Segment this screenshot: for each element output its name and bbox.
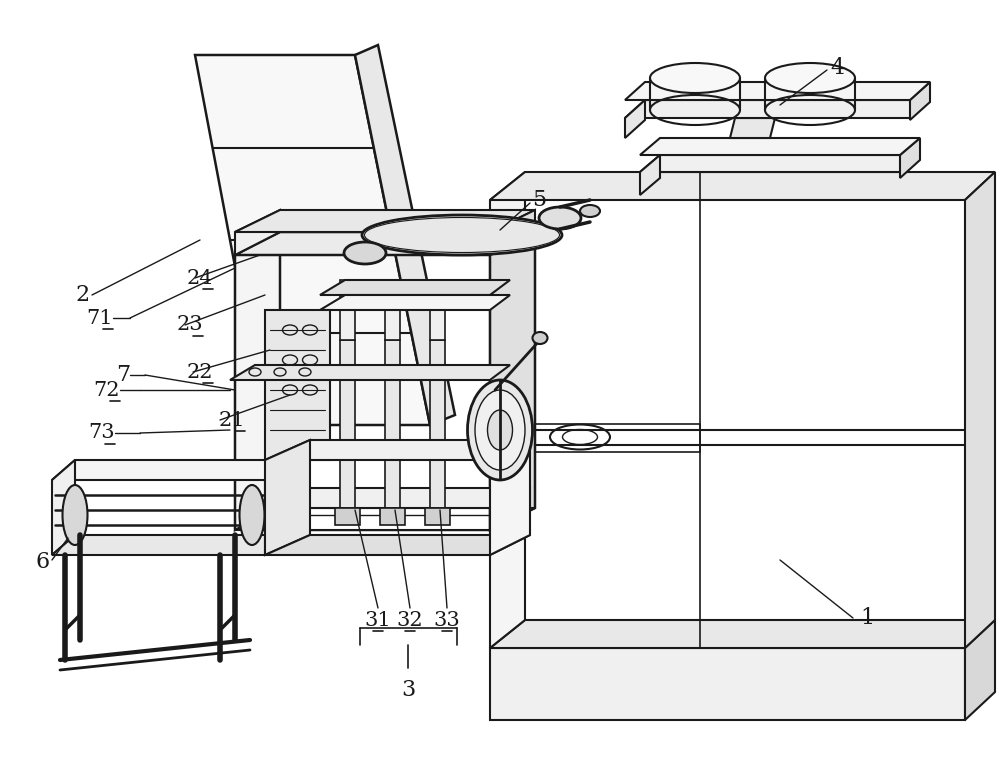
- Ellipse shape: [765, 63, 855, 93]
- Polygon shape: [380, 508, 405, 525]
- Polygon shape: [235, 232, 535, 255]
- Ellipse shape: [475, 390, 525, 470]
- Polygon shape: [320, 280, 510, 295]
- Ellipse shape: [344, 242, 386, 264]
- Polygon shape: [640, 155, 920, 172]
- Polygon shape: [625, 82, 930, 100]
- Polygon shape: [235, 210, 280, 255]
- Polygon shape: [265, 310, 330, 460]
- Polygon shape: [490, 210, 535, 255]
- Ellipse shape: [468, 380, 532, 480]
- Polygon shape: [235, 235, 280, 530]
- Text: 21: 21: [218, 411, 245, 429]
- Polygon shape: [965, 172, 995, 648]
- Polygon shape: [230, 365, 510, 380]
- Polygon shape: [490, 648, 965, 720]
- Polygon shape: [490, 440, 530, 555]
- Ellipse shape: [488, 410, 512, 450]
- Polygon shape: [385, 340, 400, 508]
- Ellipse shape: [532, 332, 548, 344]
- Polygon shape: [320, 295, 510, 310]
- Polygon shape: [430, 280, 445, 340]
- Ellipse shape: [362, 215, 562, 255]
- Ellipse shape: [580, 205, 600, 217]
- Text: 4: 4: [830, 57, 844, 79]
- Text: 32: 32: [397, 611, 423, 629]
- Polygon shape: [255, 488, 530, 508]
- Polygon shape: [625, 100, 930, 118]
- Polygon shape: [625, 100, 645, 138]
- Polygon shape: [490, 172, 995, 200]
- Polygon shape: [490, 488, 530, 530]
- Text: 5: 5: [532, 189, 546, 211]
- Ellipse shape: [62, 485, 88, 545]
- Text: 24: 24: [186, 269, 213, 287]
- Text: 33: 33: [434, 611, 460, 629]
- Polygon shape: [385, 280, 400, 340]
- Text: 22: 22: [186, 363, 213, 381]
- Text: 31: 31: [365, 611, 391, 629]
- Polygon shape: [52, 460, 75, 555]
- Ellipse shape: [539, 207, 581, 229]
- Text: 6: 6: [36, 551, 50, 573]
- Polygon shape: [340, 280, 355, 340]
- Polygon shape: [425, 508, 450, 525]
- Polygon shape: [335, 508, 360, 525]
- Text: 73: 73: [88, 424, 115, 442]
- Polygon shape: [255, 488, 295, 530]
- Polygon shape: [265, 535, 530, 555]
- Polygon shape: [910, 82, 930, 120]
- Polygon shape: [195, 55, 430, 425]
- Polygon shape: [265, 460, 290, 555]
- Polygon shape: [490, 620, 995, 648]
- Text: 7: 7: [116, 364, 130, 386]
- Polygon shape: [730, 118, 775, 138]
- Polygon shape: [490, 172, 525, 648]
- Polygon shape: [52, 535, 290, 555]
- Polygon shape: [900, 138, 920, 178]
- Polygon shape: [640, 138, 920, 155]
- Polygon shape: [640, 155, 660, 195]
- Text: 3: 3: [401, 679, 415, 701]
- Polygon shape: [490, 232, 535, 530]
- Ellipse shape: [240, 485, 264, 545]
- Polygon shape: [430, 340, 445, 508]
- Text: 1: 1: [860, 607, 874, 629]
- Text: 2: 2: [76, 284, 90, 306]
- Polygon shape: [52, 460, 290, 480]
- Polygon shape: [265, 440, 530, 460]
- Text: 23: 23: [176, 316, 203, 334]
- Polygon shape: [965, 620, 995, 720]
- Polygon shape: [265, 440, 310, 555]
- Text: 72: 72: [94, 381, 120, 399]
- Polygon shape: [340, 340, 355, 508]
- Polygon shape: [355, 45, 455, 425]
- Text: 71: 71: [86, 309, 113, 327]
- Polygon shape: [235, 210, 535, 232]
- Ellipse shape: [650, 63, 740, 93]
